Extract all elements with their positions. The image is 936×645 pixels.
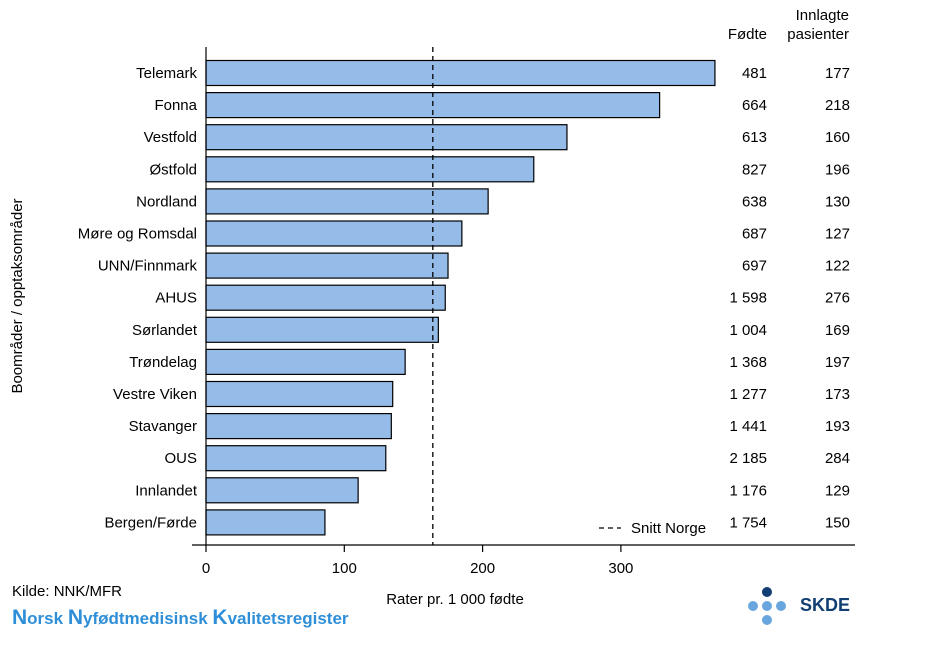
brand-word: valitetsregister: [227, 609, 349, 628]
innlagte-value: 177: [825, 65, 850, 82]
innlagte-header-line1: Innlagte: [796, 7, 849, 24]
brand-word: orsk: [27, 609, 68, 628]
category-label: Møre og Romsdal: [78, 226, 197, 243]
innlagte-value: 127: [825, 226, 850, 243]
x-axis-label: Rater pr. 1 000 fødte: [386, 591, 524, 608]
x-tick-label: 0: [202, 560, 210, 577]
innlagte-value: 130: [825, 193, 850, 210]
category-label: Bergen/Førde: [104, 514, 197, 531]
logo-dot: [748, 601, 758, 611]
source-note: Kilde: NNK/MFR: [12, 583, 123, 600]
fodte-value: 1 277: [729, 386, 767, 403]
bar: [205, 445, 387, 472]
brand-initial: K: [212, 606, 228, 629]
category-labels: Telemark Fonna Vestfold Østfold Nordland Møre…: [78, 65, 198, 531]
fodte-value: 1 754: [729, 514, 767, 531]
fodte-value: 2 185: [729, 450, 767, 467]
x-tick-label: 100: [332, 560, 357, 577]
bar: [205, 477, 359, 504]
bar: [205, 509, 326, 536]
innlagte-value: 197: [825, 354, 850, 371]
legend-label: Snitt Norge: [631, 520, 706, 537]
category-label: Fonna: [154, 97, 197, 114]
legend: Snitt Norge: [599, 520, 706, 537]
fodte-value: 1 368: [729, 354, 767, 371]
table-columns: 481 177 664 218 613 160 827 196 638 130 687 127 697 1…: [728, 7, 850, 531]
category-label: Nordland: [136, 193, 197, 210]
category-label: Telemark: [136, 65, 197, 82]
innlagte-value: 193: [825, 418, 850, 435]
innlagte-value: 150: [825, 514, 850, 531]
innlagte-value: 196: [825, 161, 850, 178]
bar: [205, 348, 406, 375]
innlagte-value: 129: [825, 482, 850, 499]
category-label: Vestre Viken: [113, 386, 197, 403]
category-label: OUS: [164, 450, 197, 467]
innlagte-value: 160: [825, 129, 850, 146]
brand-initial: N: [67, 606, 83, 629]
bar: [205, 220, 463, 247]
fodte-value: 687: [742, 226, 767, 243]
logo-dot: [762, 615, 772, 625]
innlagte-value: 218: [825, 97, 850, 114]
fodte-value: 1 004: [729, 322, 767, 339]
fodte-value: 613: [742, 129, 767, 146]
bar: [205, 156, 535, 183]
bars: [205, 59, 716, 536]
logo-dot: [776, 601, 786, 611]
brand-initial: N: [12, 606, 28, 629]
logo-dot: [762, 587, 772, 597]
bar: [205, 380, 394, 408]
innlagte-value: 284: [825, 450, 850, 467]
fodte-value: 1 441: [729, 418, 767, 435]
fodte-value: 827: [742, 161, 767, 178]
logo-dot: [762, 601, 772, 611]
category-label: UNN/Finnmark: [98, 258, 198, 275]
brand-word: yfødtmedisinsk: [82, 609, 213, 628]
bar: [205, 252, 449, 279]
category-label: Østfold: [149, 161, 197, 178]
innlagte-value: 122: [825, 258, 850, 275]
category-label: Trøndelag: [129, 354, 197, 371]
innlagte-header-line2: pasienter: [787, 26, 849, 43]
fodte-value: 697: [742, 258, 767, 275]
bar: [205, 413, 392, 440]
skde-logo: [748, 587, 786, 625]
category-label: Vestfold: [144, 129, 197, 146]
category-label: Sørlandet: [132, 322, 198, 339]
axes: 0 100 200 300 Rater pr. 1 000 fødte Boområder…: [9, 47, 855, 608]
bar: [205, 316, 439, 343]
fodte-value: 481: [742, 65, 767, 82]
innlagte-value: 169: [825, 322, 850, 339]
fodte-header: Fødte: [728, 26, 767, 43]
bar: [205, 284, 446, 311]
category-label: Innlandet: [135, 482, 198, 499]
x-tick-label: 300: [608, 560, 633, 577]
fodte-value: 1 598: [729, 290, 767, 307]
fodte-value: 1 176: [729, 482, 767, 499]
category-label: AHUS: [155, 290, 197, 307]
bar: [205, 59, 716, 87]
innlagte-value: 173: [825, 386, 850, 403]
fodte-value: 638: [742, 193, 767, 210]
bar: [205, 188, 489, 215]
bar: [205, 124, 568, 151]
innlagte-value: 276: [825, 290, 850, 307]
fodte-value: 664: [742, 97, 767, 114]
y-axis-label: Boområder / opptaksområder: [9, 198, 26, 393]
registry-name: Norsk Nyfødtmedisinsk Kvalitetsregister: [12, 606, 349, 630]
skde-logo-text: SKDE: [800, 595, 851, 615]
category-label: Stavanger: [129, 418, 197, 435]
x-tick-label: 200: [470, 560, 495, 577]
